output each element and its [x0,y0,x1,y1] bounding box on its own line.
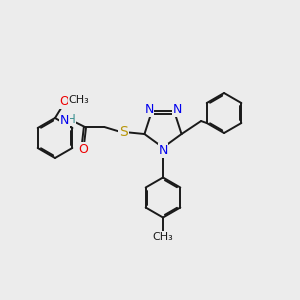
Text: N: N [60,114,69,127]
Text: N: N [144,103,154,116]
Text: N: N [172,103,182,116]
Text: CH₃: CH₃ [69,95,89,105]
Text: CH₃: CH₃ [153,232,173,242]
Text: O: O [78,142,88,155]
Text: N: N [158,144,168,157]
Text: S: S [119,125,128,139]
Text: O: O [59,95,69,109]
Text: H: H [67,112,75,125]
